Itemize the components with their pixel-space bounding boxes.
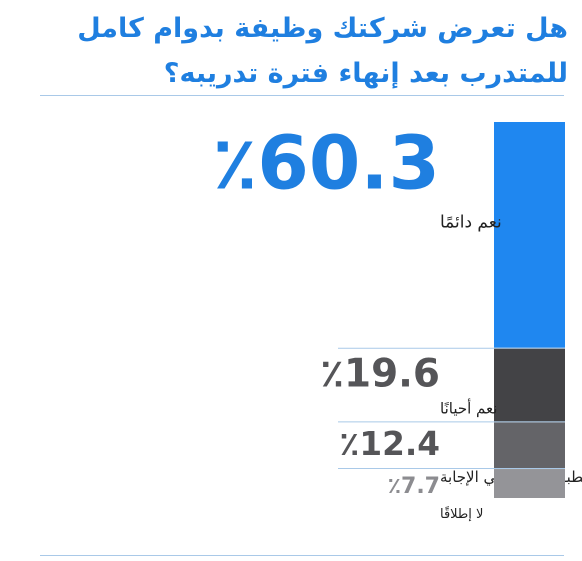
value-label-2: ٪19.6 [320, 352, 440, 397]
category-label-4: لا إطلاقًا [440, 506, 483, 522]
bottom-divider [40, 555, 564, 556]
value-label-3: ٪12.4 [339, 425, 440, 463]
bar-segment-1 [494, 122, 565, 348]
bar-segment-2 [494, 348, 565, 422]
category-label-2: نعم أحيانًا [440, 399, 497, 418]
category-label-1: نعم دائمًا [440, 213, 502, 233]
bar-segment-3 [494, 422, 565, 469]
title-line-2: للمتدرب بعد إنهاء فترة تدريبه؟ [163, 58, 568, 89]
title-line-1: هل تعرض شركتك وظيفة بدوام كامل [77, 13, 568, 44]
value-label-4: ٪7.7 [388, 474, 440, 499]
top-divider [40, 95, 564, 96]
bar-segment-4 [494, 469, 565, 498]
chart-title: هل تعرض شركتك وظيفة بدوام كامل للمتدرب ب… [8, 6, 568, 96]
value-label-1: ٪60.3 [212, 121, 440, 207]
